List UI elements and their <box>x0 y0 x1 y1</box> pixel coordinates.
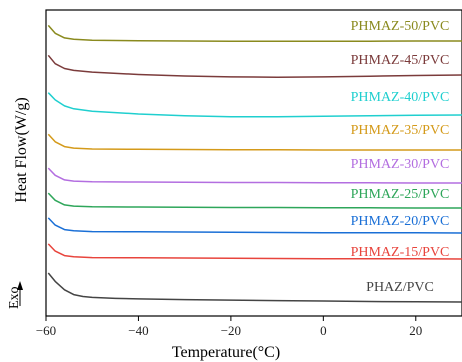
series-label: PHMAZ-15/PVC <box>351 245 450 260</box>
series-label: PHMAZ-25/PVC <box>351 187 450 202</box>
series-line-phmaz-25-pvc <box>47 192 462 209</box>
series-line-phmaz-40-pvc <box>47 92 462 118</box>
plot-frame <box>45 9 462 317</box>
series-line-phmaz-35-pvc <box>47 133 462 151</box>
series-label: PHMAZ-20/PVC <box>351 214 450 229</box>
series-label: PHMAZ-45/PVC <box>351 53 450 68</box>
series-label: PHMAZ-35/PVC <box>351 123 450 138</box>
series-label: PHMAZ-50/PVC <box>351 19 450 34</box>
series-line-phmaz-20-pvc <box>47 217 462 234</box>
x-tick-label: −20 <box>221 323 241 338</box>
x-tick-label: −40 <box>128 323 148 338</box>
plot-area <box>45 9 462 317</box>
x-tick-label: 0 <box>320 323 327 338</box>
series-line-phmaz-50-pvc <box>47 24 462 42</box>
series-label: PHMAZ-40/PVC <box>351 90 450 105</box>
series-line-phmaz-45-pvc <box>47 54 462 78</box>
exo-arrow-icon <box>17 281 23 306</box>
series-label: PHMAZ-30/PVC <box>351 157 450 172</box>
x-tick-label: −60 <box>36 323 56 338</box>
series-line-phmaz-30-pvc <box>47 167 462 184</box>
series-line-phmaz-15-pvc <box>47 243 462 260</box>
series-label: PHAZ/PVC <box>366 280 434 295</box>
curves <box>47 24 462 303</box>
exo-label: Exo <box>7 286 22 309</box>
x-tick-label: 20 <box>409 323 422 338</box>
x-axis-label: Temperature(°C) <box>172 344 280 361</box>
curve-labels: PHMAZ-50/PVC PHMAZ-45/PVC PHMAZ-40/PVC PHMA… <box>351 19 450 295</box>
series-line-phaz-pvc <box>47 272 462 303</box>
y-axis-label: Heat Flow(W/g) <box>13 97 30 202</box>
x-axis: −60 −40 −20 0 20 <box>36 316 422 338</box>
